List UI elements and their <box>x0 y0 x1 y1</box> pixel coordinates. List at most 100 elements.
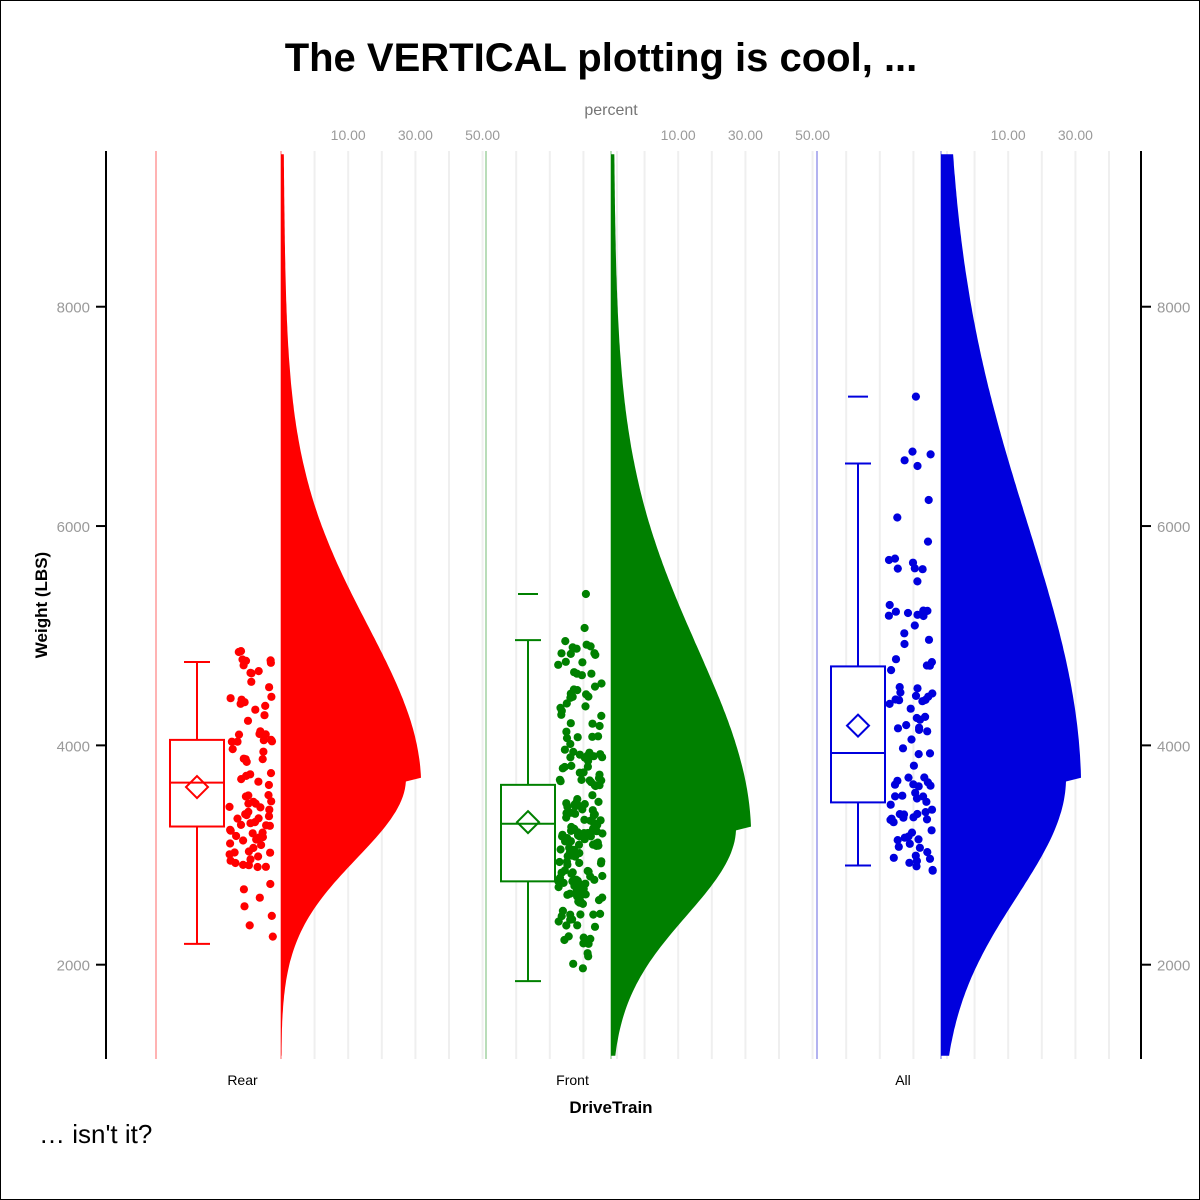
data-point <box>594 797 603 807</box>
data-point <box>891 655 901 664</box>
data-point <box>246 770 255 779</box>
chart-footnote: … isn't it? <box>39 1119 152 1149</box>
percent-tick-label: 10.00 <box>331 127 366 143</box>
percent-tick-label: 10.00 <box>661 127 696 143</box>
data-point <box>574 840 584 849</box>
data-point <box>560 745 570 754</box>
data-point <box>244 791 253 800</box>
chart-title: The VERTICAL plotting is cool, ... <box>285 36 918 80</box>
data-point <box>895 683 904 692</box>
data-point <box>911 788 920 797</box>
data-point <box>554 877 563 886</box>
data-point <box>225 802 234 812</box>
outlier-point <box>581 589 591 599</box>
data-point <box>926 450 935 459</box>
data-point <box>260 711 269 720</box>
data-point <box>248 829 257 838</box>
data-point <box>561 657 570 666</box>
data-point <box>893 836 902 845</box>
data-point <box>267 692 276 701</box>
percent-tick-label: 30.00 <box>398 127 433 143</box>
data-point <box>563 802 572 811</box>
data-point <box>590 922 600 931</box>
data-point <box>570 800 579 809</box>
data-point <box>912 713 921 723</box>
data-point <box>894 842 903 851</box>
data-point <box>253 862 262 872</box>
data-point <box>569 747 578 757</box>
mean-diamond-marker <box>184 774 210 800</box>
data-point <box>255 893 264 902</box>
data-point <box>573 733 582 742</box>
data-point <box>589 910 598 919</box>
data-point <box>900 833 909 842</box>
data-point <box>910 621 919 630</box>
data-point <box>264 780 273 790</box>
data-point <box>246 855 255 864</box>
data-point <box>266 879 275 889</box>
data-point <box>244 807 253 817</box>
data-point <box>579 933 588 942</box>
data-point <box>251 705 260 714</box>
data-point <box>922 815 932 824</box>
data-point <box>591 650 600 660</box>
data-point <box>233 814 242 823</box>
data-point <box>886 800 895 809</box>
data-point <box>266 848 275 857</box>
data-point <box>924 495 933 505</box>
data-point <box>239 754 248 763</box>
data-point <box>596 909 605 919</box>
data-point <box>597 711 606 721</box>
data-point <box>226 856 235 865</box>
mean-diamond-marker <box>845 713 871 739</box>
x-axis-title: DriveTrain <box>569 1098 652 1117</box>
data-point <box>905 839 914 848</box>
data-point <box>234 730 244 739</box>
data-point <box>891 607 901 616</box>
data-point <box>226 839 235 848</box>
density-violin-rear <box>281 154 421 1056</box>
data-point <box>568 643 577 652</box>
data-point <box>592 841 601 851</box>
data-point <box>583 949 592 958</box>
data-point <box>580 835 589 844</box>
data-point <box>887 814 896 823</box>
data-point <box>893 513 902 522</box>
data-point <box>898 744 908 753</box>
y-tick-label-left: 2000 <box>57 958 90 975</box>
data-point <box>594 896 604 905</box>
data-point <box>573 892 582 901</box>
data-point <box>234 647 243 657</box>
data-point <box>924 635 934 644</box>
data-point <box>590 682 600 691</box>
data-point <box>915 725 924 735</box>
data-point <box>914 750 923 759</box>
data-point <box>909 780 918 789</box>
data-point <box>908 447 917 456</box>
data-point <box>577 775 586 785</box>
data-point <box>579 939 588 948</box>
data-point <box>239 836 248 845</box>
data-point <box>567 761 576 771</box>
data-point <box>596 859 606 868</box>
data-point <box>259 747 268 756</box>
data-point <box>920 773 929 782</box>
data-point <box>557 710 566 719</box>
data-point <box>258 833 267 842</box>
data-point <box>900 456 909 465</box>
data-point <box>562 921 571 930</box>
data-point <box>227 737 236 746</box>
data-point <box>580 753 590 762</box>
data-point <box>919 606 928 615</box>
data-point <box>925 854 935 863</box>
data-point <box>570 668 579 677</box>
data-point <box>252 835 261 844</box>
data-point <box>264 791 273 800</box>
data-point <box>239 885 248 894</box>
data-point <box>598 871 607 881</box>
data-point <box>558 764 567 773</box>
data-point <box>555 857 564 867</box>
data-point <box>887 666 896 675</box>
data-point <box>267 911 276 921</box>
